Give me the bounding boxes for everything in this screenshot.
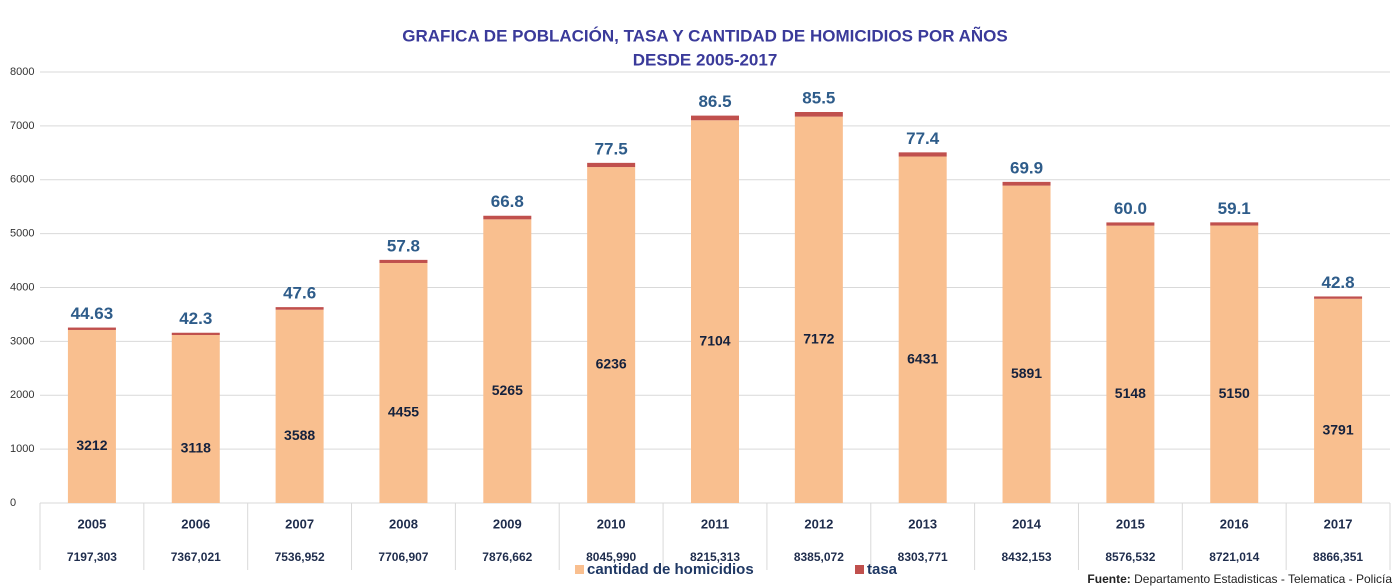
bar-segment (691, 120, 739, 503)
x-tick-label: 2009 (493, 516, 522, 531)
data-label: 6236 (596, 356, 627, 372)
data-label: 3118 (181, 440, 212, 456)
x-tick-label: 2016 (1220, 516, 1249, 531)
x-tick-label: 2008 (389, 516, 418, 531)
data-label: 77.5 (595, 139, 628, 158)
bar-segment (171, 335, 220, 503)
legend-label: cantidad de homicidios (587, 561, 754, 578)
data-label: 3212 (76, 437, 107, 453)
data-label: 44.63 (71, 304, 114, 323)
population-label: 8721,014 (1209, 550, 1259, 564)
x-tick-label: 2013 (908, 516, 937, 531)
bar-segment (587, 167, 636, 503)
legend-label: tasa (867, 561, 898, 578)
y-tick-label: 1000 (10, 443, 34, 455)
x-tick-label: 2014 (1012, 516, 1042, 531)
population-label: 8866,351 (1313, 550, 1363, 564)
y-tick-label: 8000 (10, 66, 34, 78)
data-label: 69.9 (1010, 158, 1043, 177)
bar-segment (483, 219, 532, 503)
population-label: 8303,771 (898, 550, 948, 564)
bar-segment (898, 156, 947, 503)
bar-segment (275, 307, 324, 310)
data-label: 5148 (1115, 385, 1146, 401)
legend-swatch (855, 565, 864, 574)
bar-segment (171, 332, 220, 336)
chart-subtitle: DESDE 2005-2017 (633, 50, 778, 69)
population-label: 8432,153 (1002, 550, 1052, 564)
data-label: 3791 (1322, 422, 1353, 438)
x-tick-label: 2015 (1116, 516, 1145, 531)
y-tick-label: 3000 (10, 335, 34, 347)
y-tick-label: 4000 (10, 281, 34, 293)
bar-segment (1002, 181, 1051, 186)
data-label: 60.0 (1114, 199, 1147, 218)
data-label: 66.8 (491, 192, 524, 211)
bar-segment (483, 215, 532, 220)
data-label: 4455 (388, 404, 419, 420)
data-label: 5891 (1011, 365, 1042, 381)
population-label: 8576,532 (1105, 550, 1155, 564)
data-label: 77.4 (906, 129, 940, 148)
source-label: Fuente: (1087, 572, 1130, 586)
data-label: 47.6 (283, 284, 316, 303)
population-label: 7367,021 (171, 550, 221, 564)
y-tick-label: 0 (10, 497, 16, 509)
source-text: Departamento Estadisticas - Telematica -… (1134, 572, 1392, 586)
x-tick-label: 2012 (804, 516, 833, 531)
population-label: 7706,907 (378, 550, 428, 564)
population-label: 7536,952 (275, 550, 325, 564)
data-label: 5150 (1219, 385, 1250, 401)
x-tick-label: 2007 (285, 516, 314, 531)
bar-segment (898, 152, 947, 157)
bar-segment (1210, 222, 1259, 226)
data-label: 6431 (907, 350, 938, 366)
bar-segment (379, 259, 428, 263)
chart-title: GRAFICA DE POBLACIÓN, TASA Y CANTIDAD DE… (402, 25, 1007, 45)
bar-segment (1210, 225, 1259, 503)
bar-segment (691, 115, 739, 121)
data-label: 42.3 (179, 309, 212, 328)
y-tick-label: 2000 (10, 389, 34, 401)
data-label: 5265 (492, 382, 523, 398)
x-tick-label: 2017 (1324, 516, 1353, 531)
bar-segment (1314, 296, 1363, 299)
source: Fuente: Departamento Estadisticas - Tele… (1087, 572, 1392, 586)
data-label: 7104 (699, 332, 730, 348)
population-label: 7197,303 (67, 550, 117, 564)
data-label: 42.8 (1322, 273, 1355, 292)
bar-segment (1314, 298, 1363, 503)
x-tick-label: 2011 (701, 516, 729, 531)
y-tick-label: 7000 (10, 120, 34, 132)
legend-swatch (575, 565, 584, 574)
data-label: 57.8 (387, 236, 420, 255)
population-label: 7876,662 (482, 550, 532, 564)
y-tick-label: 6000 (10, 174, 34, 186)
bar-segment (275, 309, 324, 503)
population-label: 8045,990 (586, 550, 636, 564)
bar-segment (1002, 185, 1051, 503)
bar-segment (587, 162, 636, 168)
bar-segment (1106, 225, 1155, 504)
data-label: 59.1 (1218, 199, 1251, 218)
bar-segment (379, 262, 428, 503)
bar-segment (794, 112, 843, 117)
x-tick-label: 2010 (597, 516, 626, 531)
population-label: 8385,072 (794, 550, 844, 564)
bar-segment (794, 116, 843, 504)
y-tick-label: 5000 (10, 228, 34, 240)
population-label: 8215,313 (690, 550, 740, 564)
bar-segment (67, 329, 116, 503)
data-label: 85.5 (802, 88, 835, 107)
x-tick-label: 2006 (181, 516, 210, 531)
bar-segment (67, 327, 116, 330)
data-label: 86.5 (698, 92, 731, 111)
data-label: 3588 (284, 427, 315, 443)
x-tick-label: 2005 (77, 516, 106, 531)
bar-segment (1106, 222, 1155, 226)
data-label: 7172 (803, 331, 834, 347)
